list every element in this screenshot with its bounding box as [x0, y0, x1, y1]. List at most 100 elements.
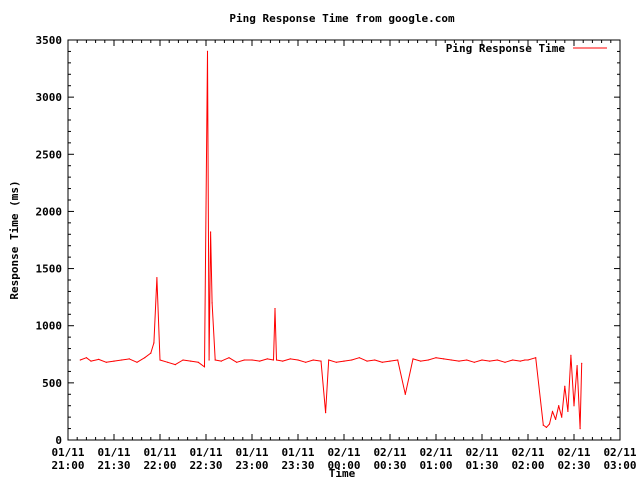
- chart-title: Ping Response Time from google.com: [229, 12, 455, 25]
- x-tick-label-date: 02/11: [327, 446, 360, 459]
- data-point: [567, 410, 569, 412]
- data-point: [98, 358, 100, 360]
- data-point: [548, 423, 551, 425]
- data-point: [156, 277, 158, 279]
- data-point: [214, 359, 216, 361]
- data-point: [182, 359, 184, 361]
- data-point: [259, 360, 261, 362]
- x-tick-label-date: 02/11: [465, 446, 498, 459]
- data-point: [519, 360, 521, 362]
- x-tick-label-date: 01/11: [189, 446, 222, 459]
- data-point: [564, 385, 566, 387]
- data-point: [105, 361, 107, 363]
- data-point: [113, 360, 115, 362]
- data-point: [555, 418, 557, 420]
- y-tick-label: 500: [42, 377, 62, 390]
- data-point: [579, 428, 581, 430]
- data-point: [489, 360, 491, 362]
- legend-label: Ping Response Time: [446, 42, 566, 55]
- data-point: [427, 359, 429, 361]
- data-point: [458, 360, 460, 362]
- data-point: [236, 361, 238, 363]
- x-tick-label-date: 02/11: [511, 446, 544, 459]
- data-point: [325, 412, 327, 414]
- data-point: [220, 360, 222, 362]
- data-point: [524, 359, 526, 361]
- data-point: [389, 360, 391, 362]
- data-point: [576, 365, 578, 367]
- data-point: [251, 359, 253, 361]
- data-point: [90, 360, 92, 362]
- y-tick-label: 2500: [36, 148, 63, 161]
- x-tick-label-time: 21:30: [97, 459, 130, 472]
- plot-frame: [67, 39, 621, 441]
- data-point: [272, 359, 275, 361]
- data-point: [570, 354, 572, 356]
- data-point: [208, 359, 210, 361]
- data-point: [551, 410, 554, 412]
- data-point: [297, 359, 299, 361]
- x-tick-label-time: 23:30: [281, 459, 314, 472]
- data-point: [358, 357, 360, 359]
- data-point: [335, 361, 337, 363]
- data-point: [305, 361, 307, 363]
- data-point: [496, 359, 498, 361]
- x-tick-label-date: 02/11: [557, 446, 590, 459]
- data-point: [159, 359, 161, 361]
- data-point: [450, 359, 452, 361]
- y-axis-label: Response Time (ms): [8, 180, 21, 299]
- x-tick-label-date: 02/11: [373, 446, 406, 459]
- data-point: [275, 359, 278, 361]
- x-tick-label-time: 22:30: [189, 459, 222, 472]
- y-tick-label: 1500: [36, 263, 63, 276]
- data-point: [473, 361, 475, 363]
- x-tick-label-time: 02:00: [511, 459, 544, 472]
- data-point: [144, 357, 146, 359]
- data-point: [343, 360, 345, 362]
- data-point: [274, 308, 276, 310]
- x-tick-label-date: 01/11: [281, 446, 314, 459]
- data-point: [85, 357, 87, 359]
- data-point: [328, 359, 330, 361]
- x-tick-label-time: 00:00: [327, 459, 360, 472]
- x-tick-label-time: 22:00: [143, 459, 176, 472]
- legend: Ping Response Time: [446, 42, 607, 55]
- data-point: [558, 405, 560, 407]
- x-tick-label-date: 01/11: [235, 446, 268, 459]
- data-point: [443, 358, 445, 360]
- data-point: [527, 359, 529, 361]
- x-tick-label-time: 00:30: [373, 459, 406, 472]
- data-point: [366, 360, 368, 362]
- data-point: [542, 424, 544, 426]
- data-point: [136, 361, 138, 363]
- data-point: [266, 358, 268, 360]
- x-tick-label-time: 02:30: [557, 459, 590, 472]
- x-tick-label-date: 01/11: [51, 446, 84, 459]
- data-point: [435, 357, 437, 359]
- data-point: [121, 359, 123, 361]
- x-tick-label-date: 01/11: [97, 446, 130, 459]
- data-point: [466, 359, 468, 361]
- data-point: [573, 405, 575, 407]
- series-layer: [79, 50, 583, 430]
- data-point: [581, 362, 583, 364]
- y-tick-label: 3500: [36, 34, 63, 47]
- data-point: [374, 359, 376, 361]
- data-point: [211, 302, 213, 304]
- data-point: [320, 360, 322, 362]
- y-tick-label: 1000: [36, 320, 63, 333]
- data-point: [203, 366, 206, 368]
- data-point: [174, 364, 176, 366]
- x-tick-label-time: 01:30: [465, 459, 498, 472]
- data-point: [206, 50, 209, 53]
- y-tick-label: 3000: [36, 91, 63, 104]
- x-tick-label-date: 01/11: [143, 446, 176, 459]
- data-point: [404, 393, 406, 395]
- data-point: [381, 361, 383, 363]
- data-point: [79, 359, 81, 361]
- x-axis-label: Time: [329, 467, 356, 480]
- data-point: [210, 231, 212, 233]
- data-point: [167, 361, 169, 363]
